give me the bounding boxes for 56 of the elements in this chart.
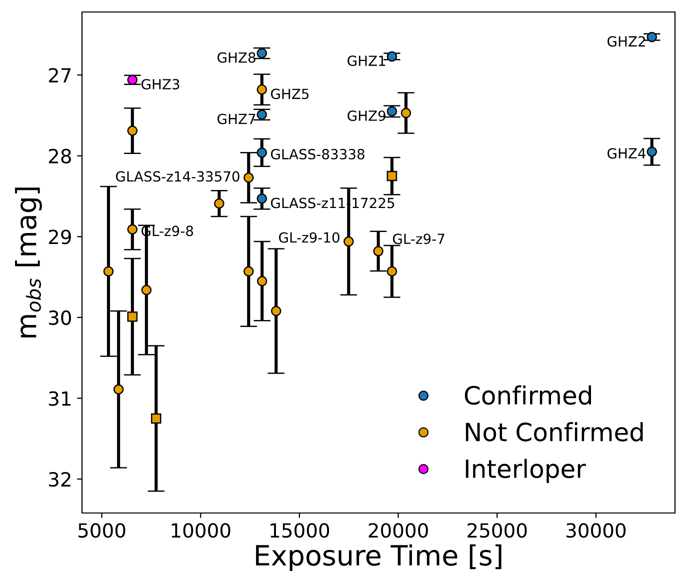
point [256,48,268,58]
point [150,413,162,424]
y-tick-label: 28 [48,148,71,164]
annotation: GHZ4 [608,148,646,159]
point [243,172,254,183]
point [400,108,412,118]
x-tick-label: 15000 [270,523,330,538]
annotation: GHZ3 [142,78,180,90]
point [386,51,398,62]
legend-label: Not Confirmed [466,422,643,442]
point [646,146,658,157]
y-tick-label: 27 [48,68,71,82]
point [214,198,224,209]
legend-label: Interloper [466,458,586,483]
annotation: GLASS-83338 [270,148,364,160]
point [127,312,138,322]
x-axis-title: Exposure Time [s] [256,544,502,571]
point [256,276,268,286]
annotation: GHZ7 [218,114,256,124]
point [243,266,254,277]
annotation: GL-z9-10 [279,232,340,243]
point [373,246,384,256]
point [141,284,152,296]
point [646,32,658,42]
point [344,236,354,247]
point [386,170,398,182]
annotation: GL-z9-7 [392,234,444,244]
x-tick-label: 30000 [566,523,626,538]
y-tick-label: 29 [48,230,71,244]
point [386,266,398,277]
x-tick-label: 10000 [172,523,230,538]
annotation: GLASS-z14-33570 [116,171,240,182]
y-axis-title: m$_{obs}$ [mag] [15,188,42,338]
annotation: GHZ5 [270,88,309,100]
point [256,84,268,95]
x-tick-label: 5000 [78,523,126,538]
point [113,384,124,395]
annotation: GHZ9 [348,110,386,121]
y-tick-label: 32 [49,472,70,487]
annotation: GHZ8 [218,52,256,63]
point [386,106,398,117]
point [127,74,138,86]
point [270,306,282,316]
point [127,224,138,235]
point [127,126,138,136]
point [103,266,114,277]
point [256,109,268,120]
point [256,147,268,158]
legend-label: Confirmed [464,385,591,405]
x-tick-label: 25000 [468,523,527,538]
annotation: GHZ2 [608,36,645,47]
point [256,194,268,204]
y-tick-label: 30 [49,310,71,326]
annotation: GHZ1 [348,56,386,66]
y-tick-label: 31 [49,391,70,406]
x-tick-label: 20000 [368,523,428,538]
